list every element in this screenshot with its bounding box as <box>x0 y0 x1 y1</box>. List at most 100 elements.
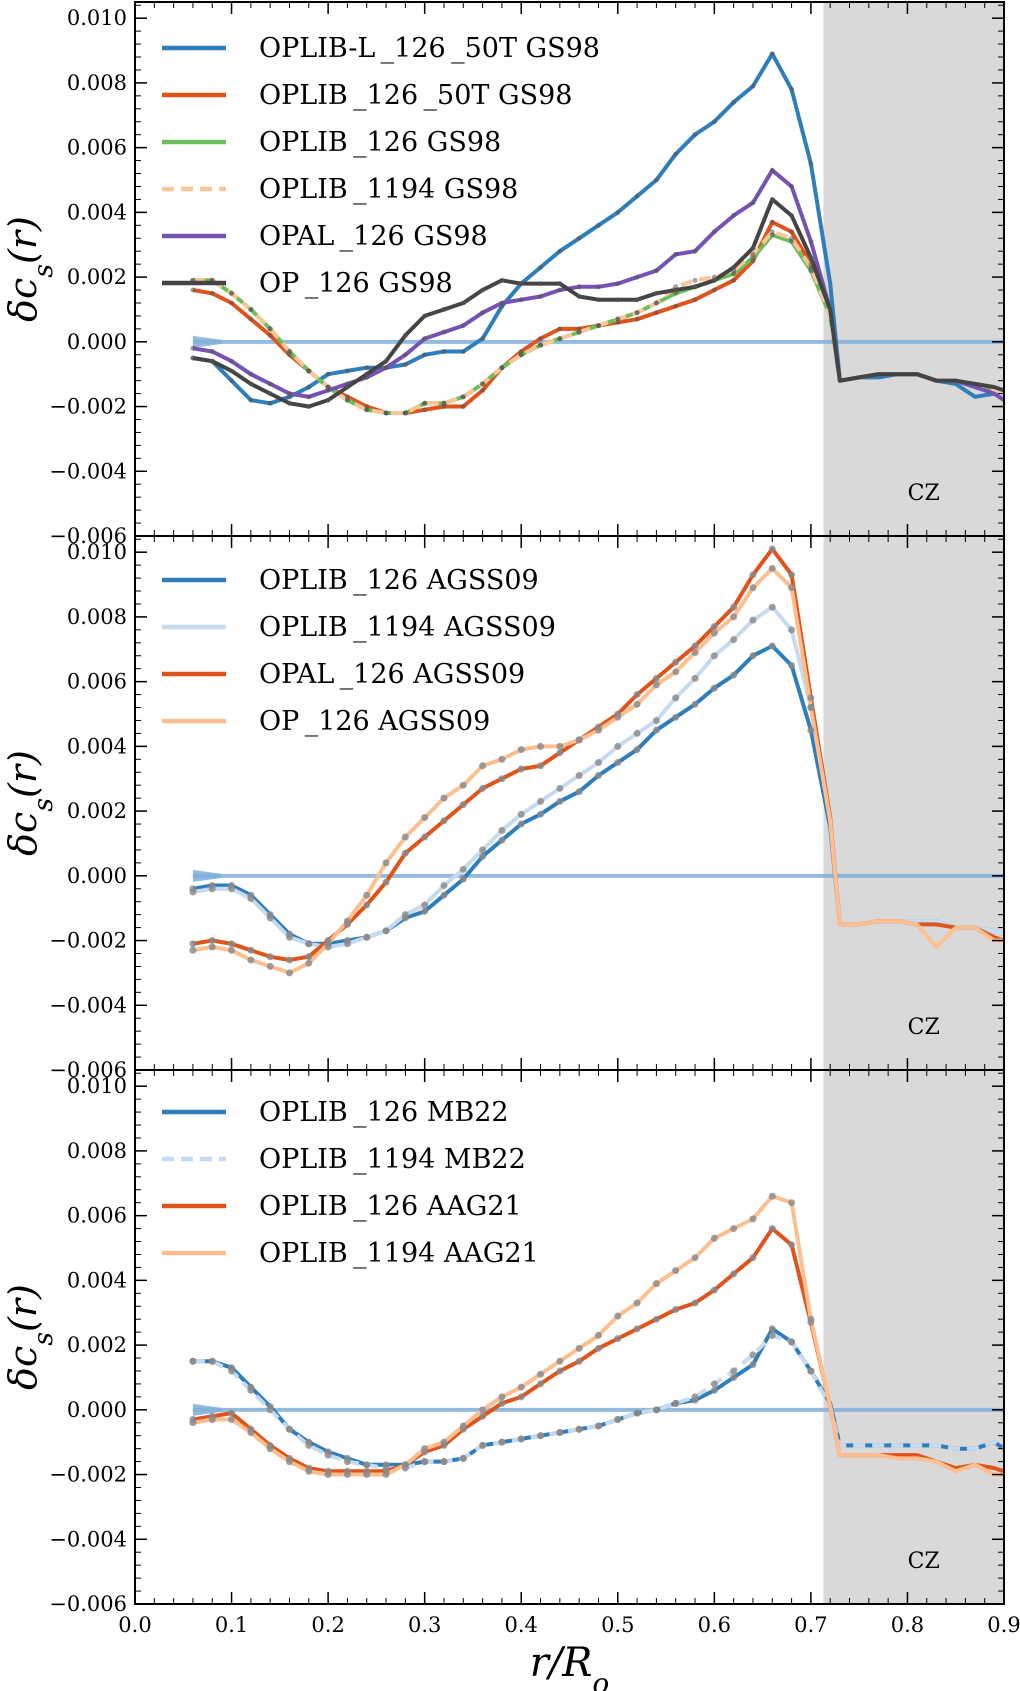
zero-reference-error-band <box>192 1403 222 1416</box>
data-point <box>575 1344 583 1352</box>
zero-reference-error-band <box>192 869 222 882</box>
data-point <box>440 817 448 825</box>
data-point <box>421 833 429 841</box>
data-point <box>267 391 273 397</box>
data-point <box>691 1254 699 1262</box>
data-point <box>595 284 601 290</box>
x-tick-label: 0.2 <box>311 1613 344 1637</box>
data-point <box>537 810 545 818</box>
data-point <box>710 1380 718 1388</box>
data-point <box>422 407 428 413</box>
data-point <box>228 1367 236 1375</box>
legend-label-5: OPAL _126 GS98 <box>259 221 488 252</box>
data-point <box>556 797 564 805</box>
x-tick-label: 0.7 <box>794 1613 827 1637</box>
data-point <box>557 287 563 293</box>
data-point <box>267 332 273 338</box>
data-point <box>730 603 738 611</box>
x-axis-label: r/Ro <box>530 1640 610 1691</box>
data-point <box>305 1467 313 1475</box>
data-point <box>768 1325 776 1333</box>
data-point <box>229 300 235 306</box>
data-point <box>653 300 659 306</box>
data-point <box>672 658 680 666</box>
data-point <box>422 313 428 319</box>
data-point <box>247 946 255 954</box>
data-point <box>768 1225 776 1233</box>
y-tick-label: 0.006 <box>67 670 127 694</box>
data-point <box>401 911 409 919</box>
data-point <box>537 742 545 750</box>
data-point <box>575 1357 583 1365</box>
data-point <box>480 310 486 316</box>
data-point <box>499 277 505 283</box>
data-point <box>460 394 466 400</box>
data-point <box>499 365 505 371</box>
data-point <box>672 694 680 702</box>
data-point <box>749 1351 757 1359</box>
legend-label-2: OPLIB _126 _50T GS98 <box>259 80 572 111</box>
data-point <box>480 387 486 393</box>
data-point <box>344 397 350 403</box>
data-point <box>538 336 544 342</box>
data-point <box>402 361 408 367</box>
data-point <box>229 378 235 384</box>
series-line-6 <box>192 197 1005 409</box>
y-tick-label: −0.006 <box>49 1592 127 1616</box>
data-point <box>440 1458 448 1466</box>
data-point <box>614 742 622 750</box>
y-tick-label: 0.000 <box>67 330 127 354</box>
x-tick-label: 0.5 <box>601 1613 634 1637</box>
legend-label-1: OPLIB _126 MB22 <box>259 1097 509 1128</box>
y-tick-label: 0.008 <box>67 71 127 95</box>
data-point <box>652 726 660 734</box>
data-point <box>692 277 698 283</box>
data-point <box>324 1451 332 1459</box>
data-point <box>480 336 486 342</box>
data-point <box>595 297 601 303</box>
data-point <box>364 371 370 377</box>
legend-label-2: OPLIB _1194 AGSS09 <box>259 612 556 643</box>
data-point <box>459 781 467 789</box>
legend: OPLIB _126 AGSS09 OPLIB _1194 AGSS09 OPAL … <box>162 565 556 737</box>
data-point <box>634 193 640 199</box>
data-point <box>768 642 776 650</box>
data-point <box>576 294 582 300</box>
data-point <box>789 213 795 219</box>
data-point <box>266 1445 274 1453</box>
data-point <box>788 661 796 669</box>
data-point <box>692 132 698 138</box>
data-point <box>402 410 408 416</box>
data-point <box>614 759 622 767</box>
data-point <box>440 882 448 890</box>
cz-shaded-region <box>823 2 1004 536</box>
data-point <box>788 1199 796 1207</box>
data-point <box>537 797 545 805</box>
data-point <box>653 268 659 274</box>
data-point <box>479 846 487 854</box>
y-tick-label: 0.008 <box>67 605 127 629</box>
data-point <box>653 310 659 316</box>
data-point <box>401 833 409 841</box>
data-point <box>788 584 796 592</box>
y-tick-label: 0.004 <box>67 1268 127 1292</box>
data-point <box>421 1445 429 1453</box>
data-point <box>575 736 583 744</box>
data-point <box>383 365 389 371</box>
data-point <box>673 303 679 309</box>
data-point <box>633 691 641 699</box>
data-point <box>711 119 717 125</box>
data-point <box>189 1419 197 1427</box>
data-point <box>576 329 582 335</box>
data-point <box>518 297 524 303</box>
data-point <box>615 209 621 215</box>
data-point <box>266 1406 274 1414</box>
data-point <box>363 933 371 941</box>
data-point <box>247 956 255 964</box>
data-point <box>498 775 506 783</box>
data-point <box>382 878 390 886</box>
data-point <box>731 99 737 105</box>
cz-shaded-region <box>823 1070 1004 1604</box>
data-point <box>730 1367 738 1375</box>
